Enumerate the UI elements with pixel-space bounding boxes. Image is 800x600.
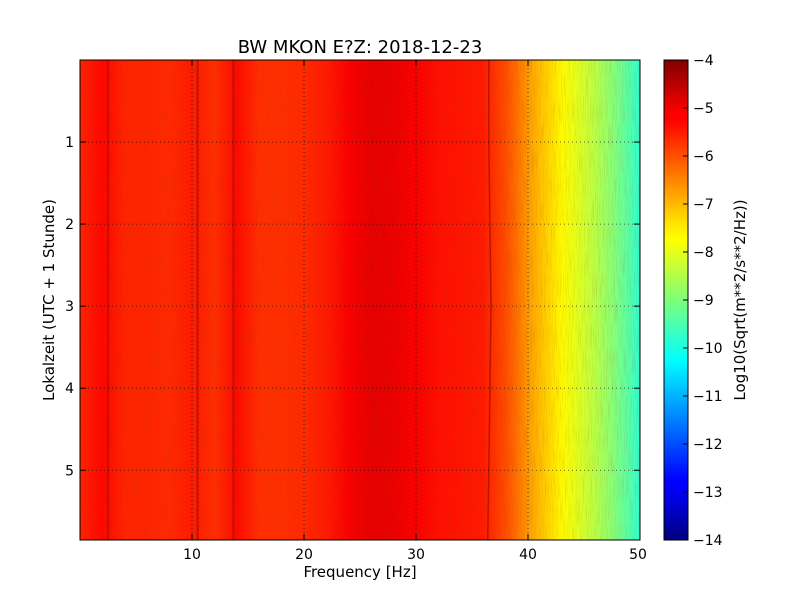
plot-frame	[79, 59, 641, 541]
chart-title: BW MKON E?Z: 2018-12-23	[238, 37, 483, 58]
y-tick-label: 3	[65, 299, 74, 315]
colorbar-tick-label: −13	[693, 485, 723, 501]
x-tick-label: 10	[183, 547, 201, 563]
colorbar-ticks: −4 −5 −6 −7 −8 −9 −10 −11 −12 −13 −14	[683, 53, 723, 549]
spectrogram-texture	[80, 60, 640, 540]
y-axis: 1 2 3 4 5	[65, 135, 640, 479]
x-tick-label: 30	[407, 547, 425, 563]
y-axis-label: Lokalzeit (UTC + 1 Stunde)	[40, 199, 58, 401]
x-tick-label: 40	[519, 547, 537, 563]
colorbar-tick-label: −12	[693, 437, 723, 453]
colorbar-tick-label: −4	[693, 53, 714, 69]
plot-area	[80, 60, 640, 540]
grid	[80, 60, 640, 540]
y-tick-label: 4	[65, 381, 74, 397]
spectral-line	[106, 60, 110, 540]
x-tick-label: 20	[295, 547, 313, 563]
spectral-line	[232, 60, 235, 540]
colorbar-tick-label: −14	[693, 533, 723, 549]
colorbar-tick-label: −9	[693, 293, 714, 309]
y-tick-label: 1	[65, 135, 74, 151]
x-axis-label: Frequency [Hz]	[303, 563, 416, 581]
colorbar-tick-label: −6	[693, 149, 714, 165]
colorbar-tick-label: −8	[693, 245, 714, 261]
colorbar-tick-label: −11	[693, 389, 723, 405]
spectral-lines	[106, 60, 235, 540]
colorbar-tick-label: −10	[693, 341, 723, 357]
y-tick-label: 5	[65, 463, 74, 479]
spectral-line	[196, 60, 199, 540]
colorbar-tick-label: −7	[693, 197, 714, 213]
y-tick-label: 2	[65, 217, 74, 233]
x-axis: 10 20 30 40 50	[183, 60, 647, 563]
x-tick-label: 50	[629, 547, 647, 563]
colorbar-tick-label: −5	[693, 101, 714, 117]
colorbar-label: Log10(Sqrt(m**2/s**2/Hz))	[731, 199, 749, 400]
colorbar: −4 −5 −6 −7 −8 −9 −10 −11 −12 −13 −14 Log10(Sqrt(m…	[663, 53, 749, 549]
